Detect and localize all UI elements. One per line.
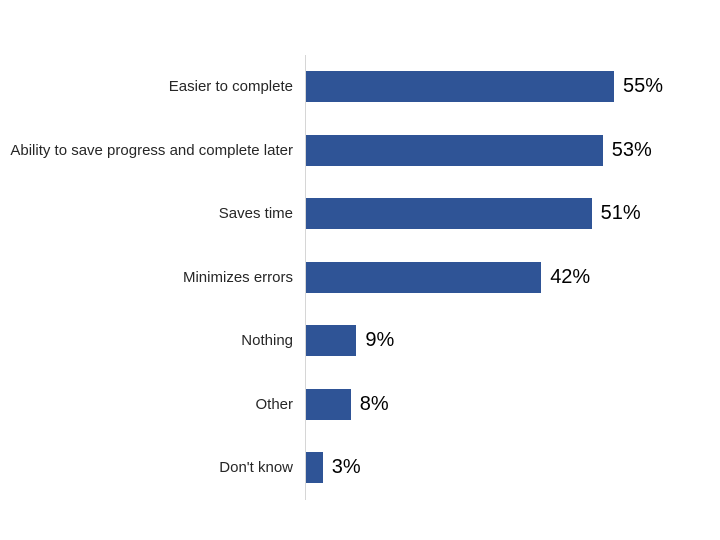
bar-track: 55%: [305, 55, 720, 119]
bar: [306, 134, 603, 166]
bar-track: 8%: [305, 372, 720, 436]
bar-track: 42%: [305, 245, 720, 309]
bar-row: Saves time 51%: [0, 182, 720, 246]
category-label: Nothing: [241, 332, 293, 350]
bar: [306, 71, 614, 103]
bar-row: Nothing 9%: [0, 309, 720, 373]
bar-row: Minimizes errors 42%: [0, 245, 720, 309]
bar: [306, 198, 592, 230]
bar: [306, 452, 323, 484]
bar-row: Other 8%: [0, 372, 720, 436]
value-label: 8%: [359, 392, 389, 415]
value-label: 51%: [600, 202, 641, 225]
category-label: Ability to save progress and complete la…: [10, 141, 293, 159]
bar-track: 53%: [305, 118, 720, 182]
bar-track: 3%: [305, 436, 720, 500]
bar-row: Ability to save progress and complete la…: [0, 118, 720, 182]
value-label: 9%: [365, 329, 395, 352]
value-label: 53%: [611, 138, 652, 161]
category-label: Easier to complete: [168, 78, 293, 96]
bar-row: Don't know 3%: [0, 436, 720, 500]
bar: [306, 388, 351, 420]
value-label: 3%: [331, 456, 361, 479]
value-label: 42%: [550, 265, 591, 288]
bar-chart: Easier to complete 55% Ability to save pro…: [0, 55, 720, 500]
category-label: Saves time: [218, 205, 293, 223]
bar-track: 9%: [305, 309, 720, 373]
bar-track: 51%: [305, 182, 720, 246]
value-label: 55%: [623, 75, 664, 98]
bar-row: Easier to complete 55%: [0, 55, 720, 119]
category-label: Other: [255, 395, 293, 413]
category-label: Don't know: [219, 459, 293, 477]
bar: [306, 261, 542, 293]
category-label: Minimizes errors: [182, 268, 293, 286]
bar: [306, 325, 357, 357]
